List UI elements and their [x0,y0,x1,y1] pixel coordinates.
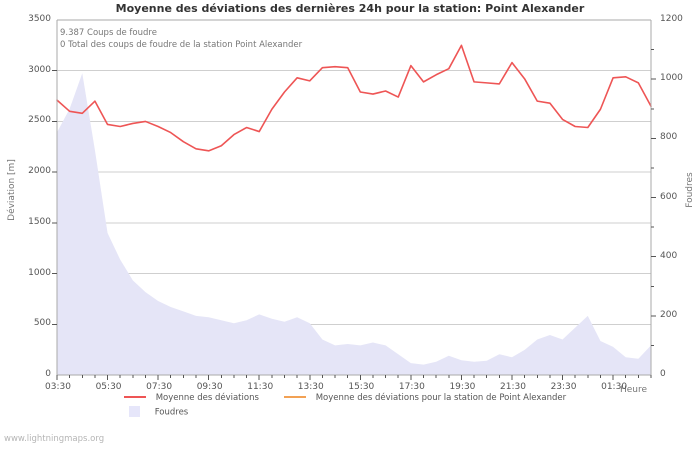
x-axis-label: Heure [620,385,648,395]
x-axis-tick: 03:30 [45,382,71,392]
legend-label: Moyenne des déviations [155,393,259,403]
y-axis-left-tick: 2000 [28,166,51,177]
y-axis-left-tick: 2500 [28,115,51,126]
y-axis-left-tick: 3500 [28,14,51,24]
x-axis-tick: 13:30 [297,382,324,392]
y-axis-left-tick: 500 [33,318,51,329]
x-axis-tick: 19:30 [449,382,476,392]
legend-label: Foudres [154,407,189,418]
legend-item-station-deviations[interactable]: Moyenne des déviations pour la station d… [284,393,566,404]
chart-title: Moyenne des déviations des dernières 24h… [115,2,585,15]
y-axis-right-tick: 600 [660,191,678,202]
x-axis-tick: 01:30 [601,382,628,392]
y-axis-right-tick: 400 [660,250,678,261]
y-axis-right-tick: 1000 [660,73,683,84]
legend-swatch-line-icon [284,396,306,398]
y-axis-right-tick: 0 [660,369,666,379]
y-axis-left-tick: 1000 [28,267,51,278]
legend-item-deviations[interactable]: Moyenne des déviations [124,393,259,404]
y-axis-right-tick: 200 [660,309,678,320]
x-axis-tick: 23:30 [550,382,577,392]
y-axis-left-tick: 3000 [28,64,51,75]
y-axis-right-tick: 800 [660,132,678,143]
x-axis-tick: 11:30 [247,382,274,392]
x-axis-tick: 09:30 [196,382,223,392]
y-axis-right-label: Foudres [685,172,695,208]
watermark: www.lightningmaps.org [4,434,105,444]
legend-item-foudres[interactable]: Foudres [124,406,189,418]
x-axis-tick: 15:30 [348,382,375,392]
x-axis-tick: 05:30 [95,382,122,392]
legend-swatch-box-icon [129,406,140,417]
x-axis-tick: 21:30 [500,382,526,392]
x-axis-tick: 07:30 [146,382,173,392]
annotation-station-total: 0 Total des coups de foudre de la statio… [60,40,303,50]
legend-label: Moyenne des déviations pour la station d… [315,393,567,403]
annotation-strike-count: 9.387 Coups de foudre [60,28,157,38]
y-axis-left-tick: 1500 [28,216,51,227]
legend-swatch-line-icon [124,396,146,398]
x-axis-tick: 17:30 [398,382,425,392]
y-axis-right-tick: 1200 [660,14,683,24]
y-axis-left-tick: 0 [45,369,51,379]
